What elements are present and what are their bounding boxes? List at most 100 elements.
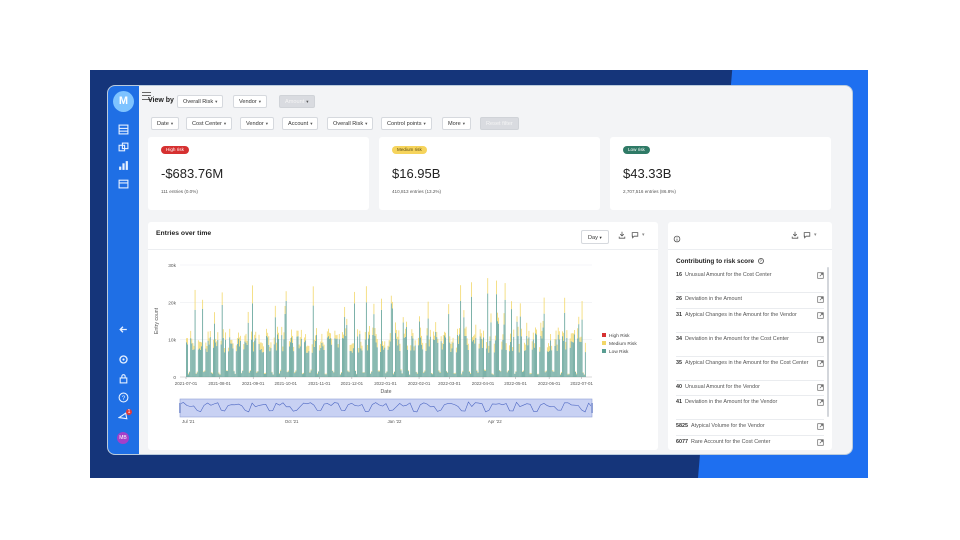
kpi-card-low[interactable]: Low risk $43.33B 2,707,516 entries (86.8… <box>610 137 831 210</box>
external-link-icon[interactable] <box>817 438 824 446</box>
external-link-icon[interactable] <box>817 423 824 430</box>
risk-panel-scrollbar[interactable] <box>827 267 829 417</box>
risk-item[interactable]: 41 Deviation in the Amount for the Vendor <box>676 399 824 407</box>
low-risk-bar <box>580 341 582 377</box>
low-risk-bar <box>537 374 539 377</box>
low-risk-bar <box>223 352 225 377</box>
view-by-vendor[interactable]: Vendor ▾ <box>233 95 267 108</box>
bar-chart-icon[interactable] <box>117 160 130 173</box>
low-risk-bar <box>355 370 356 377</box>
medium-risk-bar <box>247 311 249 323</box>
collapse-arrow-icon[interactable] <box>117 324 130 337</box>
low-risk-bar <box>576 374 578 377</box>
low-risk-bar <box>344 317 346 377</box>
filter-cost-center[interactable]: Cost Center ▾ <box>186 117 233 130</box>
risk-item[interactable]: 26 Deviation in the Amount <box>676 296 824 304</box>
low-risk-bar <box>578 324 580 377</box>
medium-risk-bar <box>535 327 536 334</box>
cube-icon[interactable] <box>117 142 130 155</box>
notification-icon[interactable] <box>117 411 130 424</box>
low-risk-bar <box>479 336 481 377</box>
low-risk-bar <box>352 348 354 377</box>
medium-risk-bar <box>408 370 410 372</box>
medium-risk-bar <box>390 295 392 304</box>
low-risk-bar <box>501 349 503 377</box>
low-risk-bar <box>279 373 281 377</box>
medium-risk-bar <box>190 330 192 339</box>
low-risk-bar <box>266 335 268 377</box>
panel-chevron-down-icon[interactable]: ▾ <box>814 232 817 238</box>
x-tick-label: 2022-06-01 <box>538 381 561 386</box>
external-link-icon[interactable] <box>817 383 824 391</box>
panel-download-icon[interactable] <box>791 231 799 242</box>
granularity-select[interactable]: Day ▾ <box>581 230 609 244</box>
kpi-card-high[interactable]: High risk -$683.76M 111 entries (0.0%) <box>148 137 369 210</box>
low-risk-bar <box>565 349 567 377</box>
risk-divider <box>676 434 824 436</box>
medium-risk-bar <box>394 371 395 372</box>
low-risk-bar <box>475 337 477 377</box>
medium-risk-bar <box>558 331 560 340</box>
medium-risk-bar <box>209 331 211 338</box>
filter-more[interactable]: More ▾ <box>442 117 472 130</box>
comment-icon[interactable] <box>631 231 639 242</box>
medium-risk-bar <box>213 339 214 348</box>
x-tick-label: 2021-09-01 <box>242 381 265 386</box>
medium-risk-bar <box>461 373 463 375</box>
medium-risk-bar <box>388 340 390 347</box>
box-icon[interactable] <box>117 178 130 191</box>
medium-risk-bar <box>342 332 343 339</box>
risk-item[interactable]: 5825 Atypical Volume for the Vendor <box>676 423 824 431</box>
external-link-icon[interactable] <box>817 296 824 303</box>
external-link-icon[interactable] <box>817 335 824 343</box>
medium-risk-bar <box>359 330 361 335</box>
filter-control-points[interactable]: Control points ▾ <box>381 117 432 130</box>
medium-risk-bar <box>275 342 277 351</box>
medium-risk-bar <box>279 372 281 374</box>
chevron-down-icon[interactable]: ▾ <box>642 232 645 238</box>
medium-risk-bar <box>507 370 509 371</box>
menu-icon[interactable] <box>142 92 151 100</box>
low-risk-bar <box>381 309 382 377</box>
medium-risk-bar <box>525 344 527 351</box>
medium-risk-bar <box>270 342 272 349</box>
download-icon[interactable] <box>618 231 626 242</box>
external-link-icon[interactable] <box>817 311 824 319</box>
low-risk-bar <box>546 351 548 377</box>
low-risk-bar <box>331 344 333 377</box>
medium-risk-bar <box>261 343 263 353</box>
external-link-icon[interactable] <box>817 272 824 279</box>
filter-vendor[interactable]: Vendor ▾ <box>240 117 274 130</box>
medium-risk-bar <box>565 341 567 350</box>
risk-item[interactable]: 35 Atypical Changes in the Amount for the… <box>676 360 824 368</box>
low-risk-bar <box>311 352 313 377</box>
risk-item[interactable]: 40 Unusual Amount for the Vendor <box>676 384 824 392</box>
panel-comment-icon[interactable] <box>803 231 811 242</box>
external-link-icon[interactable] <box>817 399 824 406</box>
risk-item[interactable]: 34 Deviation in the Amount for the Cost C… <box>676 336 824 344</box>
x-tick-label: 2022-05-01 <box>504 381 527 386</box>
low-risk-bar <box>421 344 423 377</box>
kpi-card-medium[interactable]: Medium risk $16.95B 410,813 entries (13.… <box>379 137 600 210</box>
low-risk-bar <box>411 335 413 377</box>
low-risk-bar <box>526 335 528 377</box>
svg-text:?: ? <box>122 395 126 402</box>
risk-item[interactable]: 6077 Rare Account for the Cost Center <box>676 439 824 447</box>
filter-date[interactable]: Date ▾ <box>151 117 180 130</box>
risk-item[interactable]: 16 Unusual Amount for the Cost Center <box>676 272 824 280</box>
lock-icon[interactable] <box>117 373 130 386</box>
settings-icon[interactable] <box>117 354 130 367</box>
medium-risk-bar <box>471 282 472 297</box>
external-link-icon[interactable] <box>817 359 824 367</box>
avatar[interactable]: MB <box>117 432 129 444</box>
filter-overall-risk[interactable]: Overall Risk ▾ <box>327 117 374 130</box>
app-logo[interactable]: M <box>113 91 134 112</box>
help-icon[interactable]: ? <box>117 392 130 405</box>
list-icon[interactable] <box>117 124 130 137</box>
medium-risk-bar <box>489 336 491 341</box>
filter-account[interactable]: Account ▾ <box>282 117 319 130</box>
low-risk-bar <box>432 374 433 377</box>
medium-risk-bar <box>548 343 549 352</box>
risk-item[interactable]: 31 Atypical Changes in the Amount for the… <box>676 312 824 320</box>
view-by-overall-risk[interactable]: Overall Risk ▾ <box>177 95 224 108</box>
